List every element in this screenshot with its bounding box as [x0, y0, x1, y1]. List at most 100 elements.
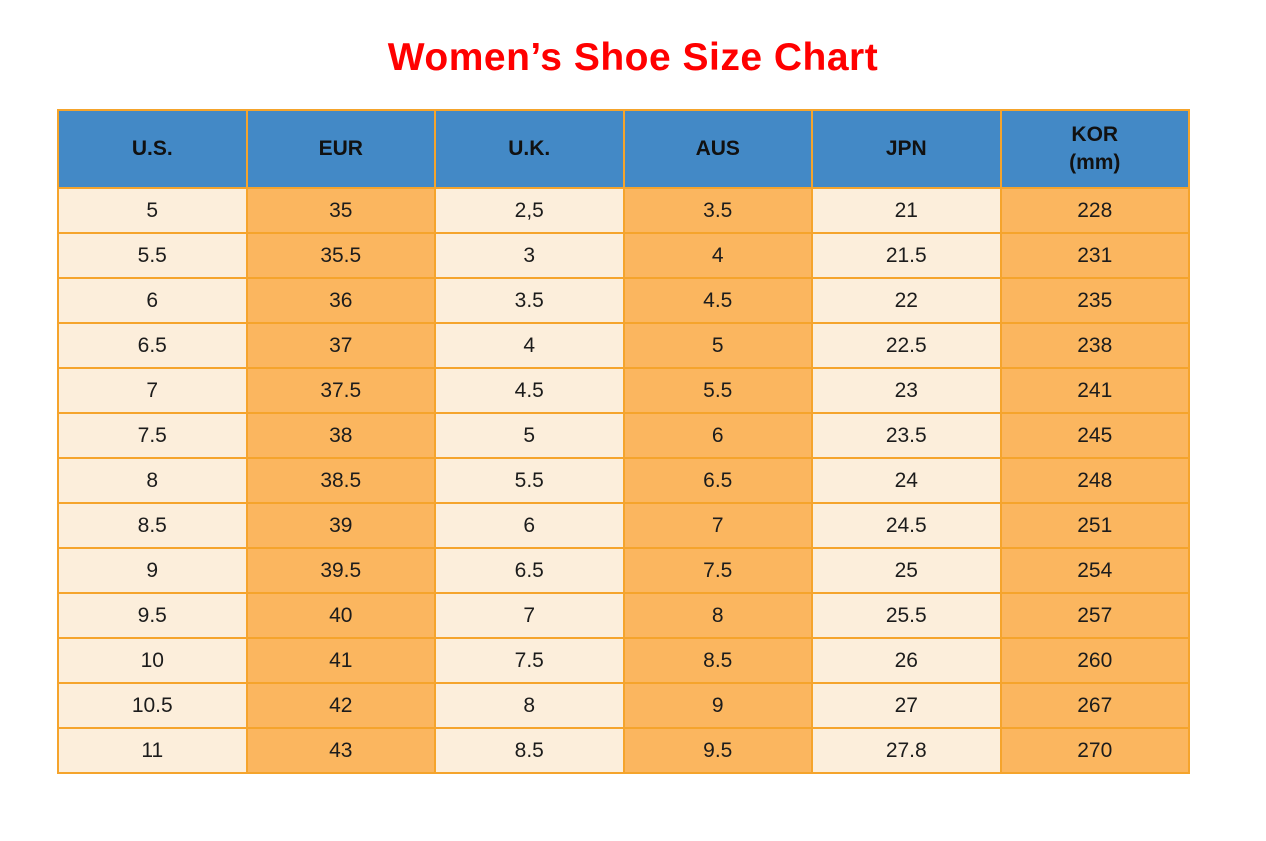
table-cell: 6.5: [57, 322, 248, 369]
table-cell: 5: [57, 187, 248, 234]
table-cell: 39: [245, 502, 436, 549]
column-header-jpn: JPN: [811, 109, 1002, 189]
table-cell: 41: [245, 637, 436, 684]
header-row: U.S. EUR U.K. AUS JPN KOR (mm): [57, 109, 1190, 189]
table-cell: 5: [434, 412, 625, 459]
table-cell: 38.5: [245, 457, 436, 504]
table-cell: 21.5: [811, 232, 1002, 279]
table-body: 5 35 2,5 3.5 21 228 5.5 35.5 3 4 21.5 231 6 36 3.5 4.5 2…: [57, 187, 1190, 774]
table-cell: 5.5: [434, 457, 625, 504]
table-cell: 25.5: [811, 592, 1002, 639]
table-cell: 37: [245, 322, 436, 369]
column-label: U.S.: [131, 136, 173, 160]
table-cell: 5.5: [622, 367, 813, 414]
table-cell: 8: [57, 457, 248, 504]
table-cell: 254: [999, 547, 1190, 594]
table-cell: 7.5: [622, 547, 813, 594]
table-cell: 24.5: [811, 502, 1002, 549]
table-cell: 245: [999, 412, 1190, 459]
table-cell: 257: [999, 592, 1190, 639]
table-row: 7.5 38 5 6 23.5 245: [57, 412, 1190, 459]
table-cell: 43: [245, 727, 436, 774]
page-title: Women’s Shoe Size Chart: [387, 36, 879, 79]
table-cell: 6: [57, 277, 248, 324]
table-cell: 6.5: [434, 547, 625, 594]
table-row: 6 36 3.5 4.5 22 235: [57, 277, 1190, 324]
table-cell: 2,5: [434, 187, 625, 234]
table-cell: 39.5: [245, 547, 436, 594]
table-cell: 25: [811, 547, 1002, 594]
table-cell: 38: [245, 412, 436, 459]
table-row: 9 39.5 6.5 7.5 25 254: [57, 547, 1190, 594]
table-cell: 35.5: [245, 232, 436, 279]
column-sublabel: (mm): [1069, 151, 1121, 174]
table-cell: 270: [999, 727, 1190, 774]
table-cell: 7.5: [57, 412, 248, 459]
table-cell: 6.5: [622, 457, 813, 504]
table-cell: 4.5: [622, 277, 813, 324]
table-cell: 7: [434, 592, 625, 639]
table-row: 9.5 40 7 8 25.5 257: [57, 592, 1190, 639]
table-cell: 8.5: [57, 502, 248, 549]
table-cell: 23: [811, 367, 1002, 414]
table-cell: 24: [811, 457, 1002, 504]
column-header-kor: KOR (mm): [999, 109, 1190, 189]
table-row: 11 43 8.5 9.5 27.8 270: [57, 727, 1190, 774]
table-cell: 22.5: [811, 322, 1002, 369]
table-cell: 9.5: [57, 592, 248, 639]
table-cell: 35: [245, 187, 436, 234]
table-cell: 4.5: [434, 367, 625, 414]
table-row: 6.5 37 4 5 22.5 238: [57, 322, 1190, 369]
table-cell: 26: [811, 637, 1002, 684]
table-cell: 7: [57, 367, 248, 414]
table-cell: 5.5: [57, 232, 248, 279]
column-header-aus: AUS: [622, 109, 813, 189]
table-cell: 6: [434, 502, 625, 549]
table-cell: 7.5: [434, 637, 625, 684]
table-cell: 251: [999, 502, 1190, 549]
table-cell: 9.5: [622, 727, 813, 774]
table-cell: 4: [622, 232, 813, 279]
table-cell: 235: [999, 277, 1190, 324]
table-cell: 8: [622, 592, 813, 639]
table-cell: 3.5: [622, 187, 813, 234]
table-cell: 42: [245, 682, 436, 729]
table-row: 8 38.5 5.5 6.5 24 248: [57, 457, 1190, 504]
table-cell: 9: [622, 682, 813, 729]
table-header: U.S. EUR U.K. AUS JPN KOR (mm): [57, 109, 1190, 189]
table-row: 5 35 2,5 3.5 21 228: [57, 187, 1190, 234]
table-cell: 9: [57, 547, 248, 594]
table-cell: 238: [999, 322, 1190, 369]
column-label: U.K.: [508, 136, 551, 160]
table-cell: 3.5: [434, 277, 625, 324]
column-label: EUR: [318, 136, 363, 160]
table-row: 7 37.5 4.5 5.5 23 241: [57, 367, 1190, 414]
table-cell: 231: [999, 232, 1190, 279]
table-cell: 8.5: [622, 637, 813, 684]
column-header-uk: U.K.: [434, 109, 625, 189]
table-cell: 248: [999, 457, 1190, 504]
table-cell: 267: [999, 682, 1190, 729]
table-cell: 36: [245, 277, 436, 324]
column-label: KOR: [1071, 122, 1119, 146]
table-cell: 260: [999, 637, 1190, 684]
table-cell: 23.5: [811, 412, 1002, 459]
table-row: 8.5 39 6 7 24.5 251: [57, 502, 1190, 549]
table-cell: 3: [434, 232, 625, 279]
column-label: JPN: [885, 136, 927, 160]
table-cell: 22: [811, 277, 1002, 324]
table-cell: 27.8: [811, 727, 1002, 774]
table-cell: 7: [622, 502, 813, 549]
table-cell: 10: [57, 637, 248, 684]
table-cell: 228: [999, 187, 1190, 234]
table-cell: 6: [622, 412, 813, 459]
column-label: AUS: [695, 136, 740, 160]
table-cell: 37.5: [245, 367, 436, 414]
column-header-us: U.S.: [57, 109, 248, 189]
table-cell: 40: [245, 592, 436, 639]
table-cell: 21: [811, 187, 1002, 234]
table-cell: 10.5: [57, 682, 248, 729]
table-cell: 5: [622, 322, 813, 369]
table-cell: 11: [57, 727, 248, 774]
